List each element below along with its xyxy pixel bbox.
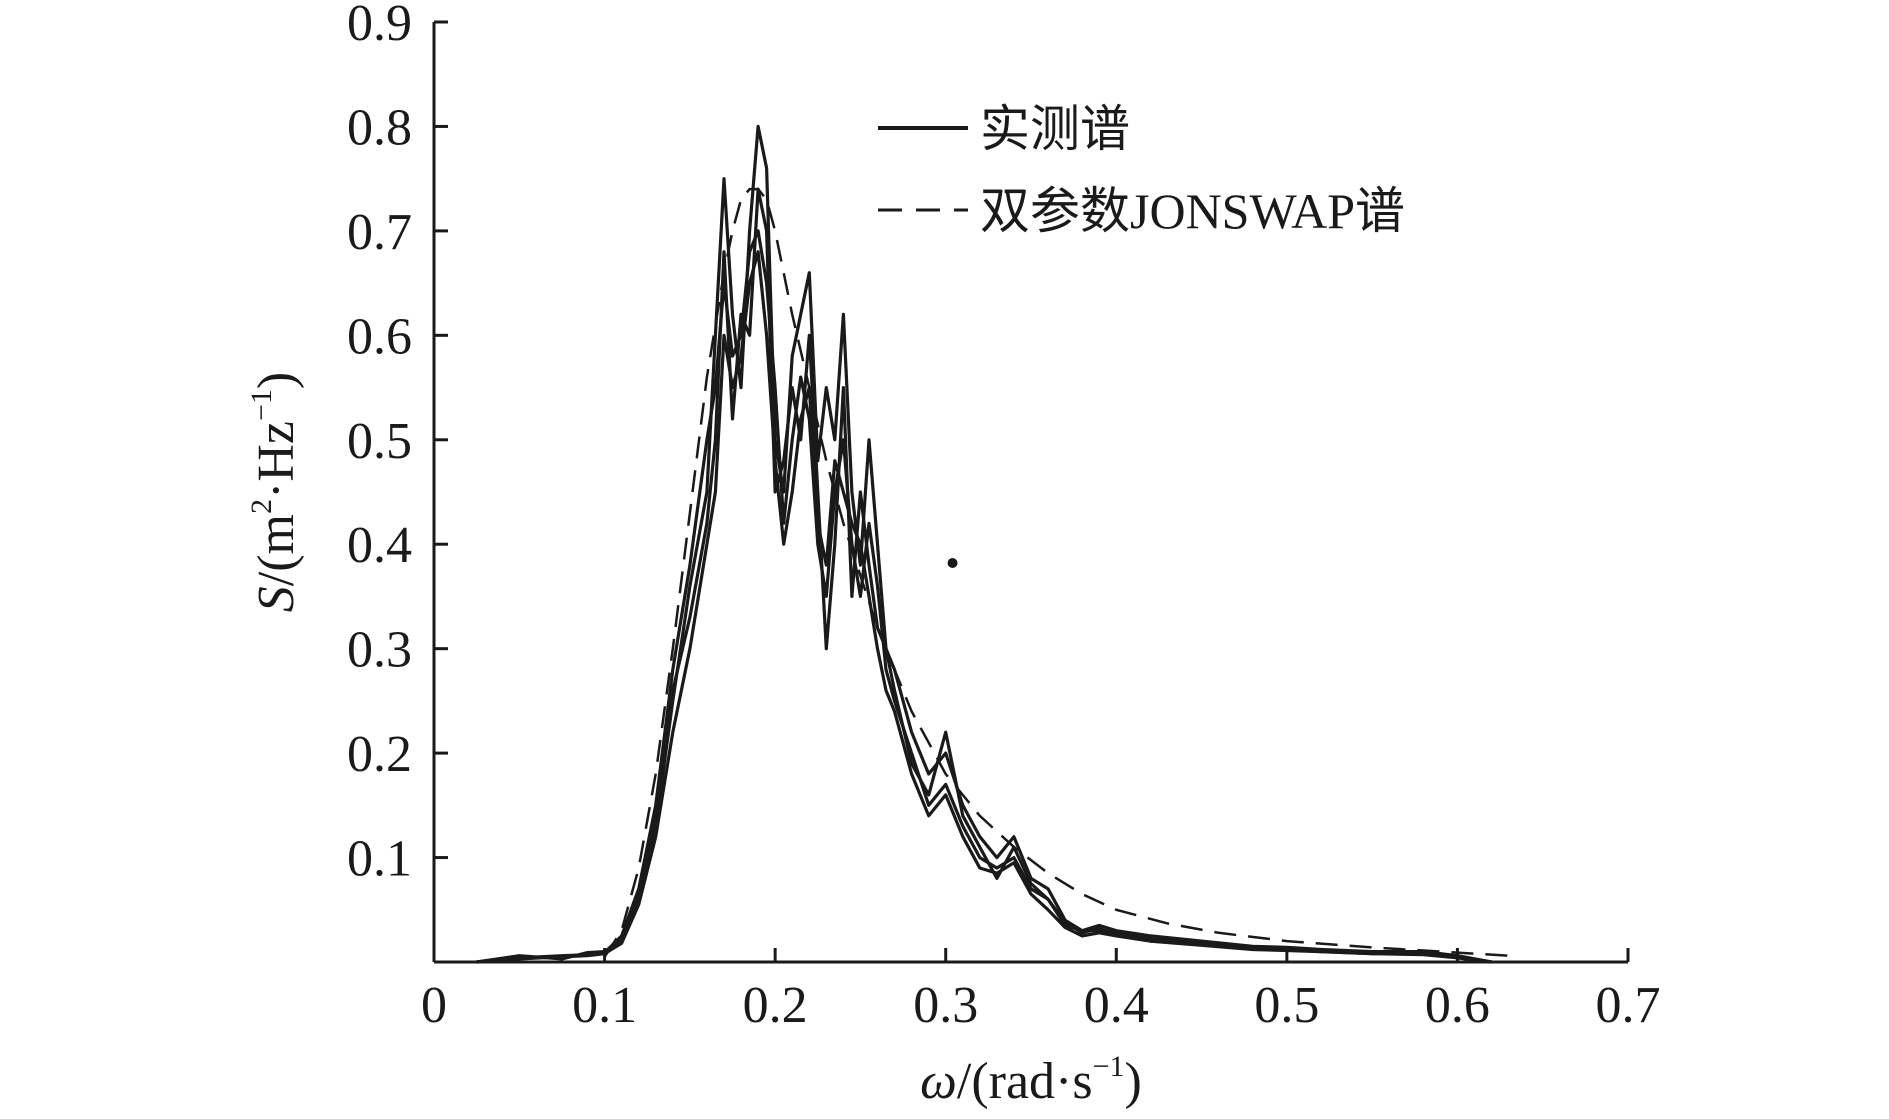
x-ticks: 0 0.1 0.2 0.3 0.4 0.5 0.6 0.7 — [421, 948, 1661, 1034]
y-tick-label: 0.1 — [347, 831, 412, 888]
y-tick-label: 0.7 — [347, 204, 412, 261]
x-tick-label: 0.6 — [1425, 977, 1490, 1034]
x-tick-label: 0.3 — [913, 977, 978, 1034]
y-tick-label: 0.9 — [347, 0, 412, 52]
y-axis-title: S/(m2·Hz−1) — [245, 372, 305, 612]
y-tick-label: 0.5 — [347, 413, 412, 470]
measured-spectrum-line-4 — [476, 250, 1492, 964]
x-tick-label: 0.2 — [743, 977, 808, 1034]
measured-spectrum-line-3 — [476, 187, 1492, 964]
axes: 0 0.1 0.2 0.3 0.4 0.5 0.6 0.7 0.10.20.30.40.50.… — [347, 0, 1661, 1034]
y-tick-label: 0.3 — [347, 622, 412, 679]
y-tick-label: 0.6 — [347, 308, 412, 365]
x-tick-label: 0.5 — [1254, 977, 1319, 1034]
y-tick-label: 0.4 — [347, 517, 412, 574]
y-ticks: 0.1 0.2 0.3 0.4 0.5 0.6 0.7 0.8 0.9 — [347, 0, 448, 888]
legend-label-measured: 实测谱 — [980, 101, 1130, 157]
outlier-point — [947, 558, 958, 569]
x-axis-title: ω/(rad·s−1) — [920, 1050, 1142, 1110]
x-tick-label: 0.7 — [1596, 977, 1661, 1034]
legend: 实测谱 双参数JONSWAP谱 — [878, 101, 1405, 239]
legend-label-jonswap: 双参数JONSWAP谱 — [980, 183, 1405, 239]
jonswap-fit-line — [603, 187, 1509, 958]
series-layer — [476, 124, 1509, 964]
x-tick-label: 0.1 — [572, 977, 637, 1034]
y-tick-label: 0.2 — [347, 726, 412, 783]
y-tick-label: 0.8 — [347, 99, 412, 156]
measured-spectrum-line-1 — [476, 124, 1492, 964]
x-tick-label: 0.4 — [1084, 977, 1149, 1034]
x-tick-label: 0 — [421, 977, 447, 1034]
